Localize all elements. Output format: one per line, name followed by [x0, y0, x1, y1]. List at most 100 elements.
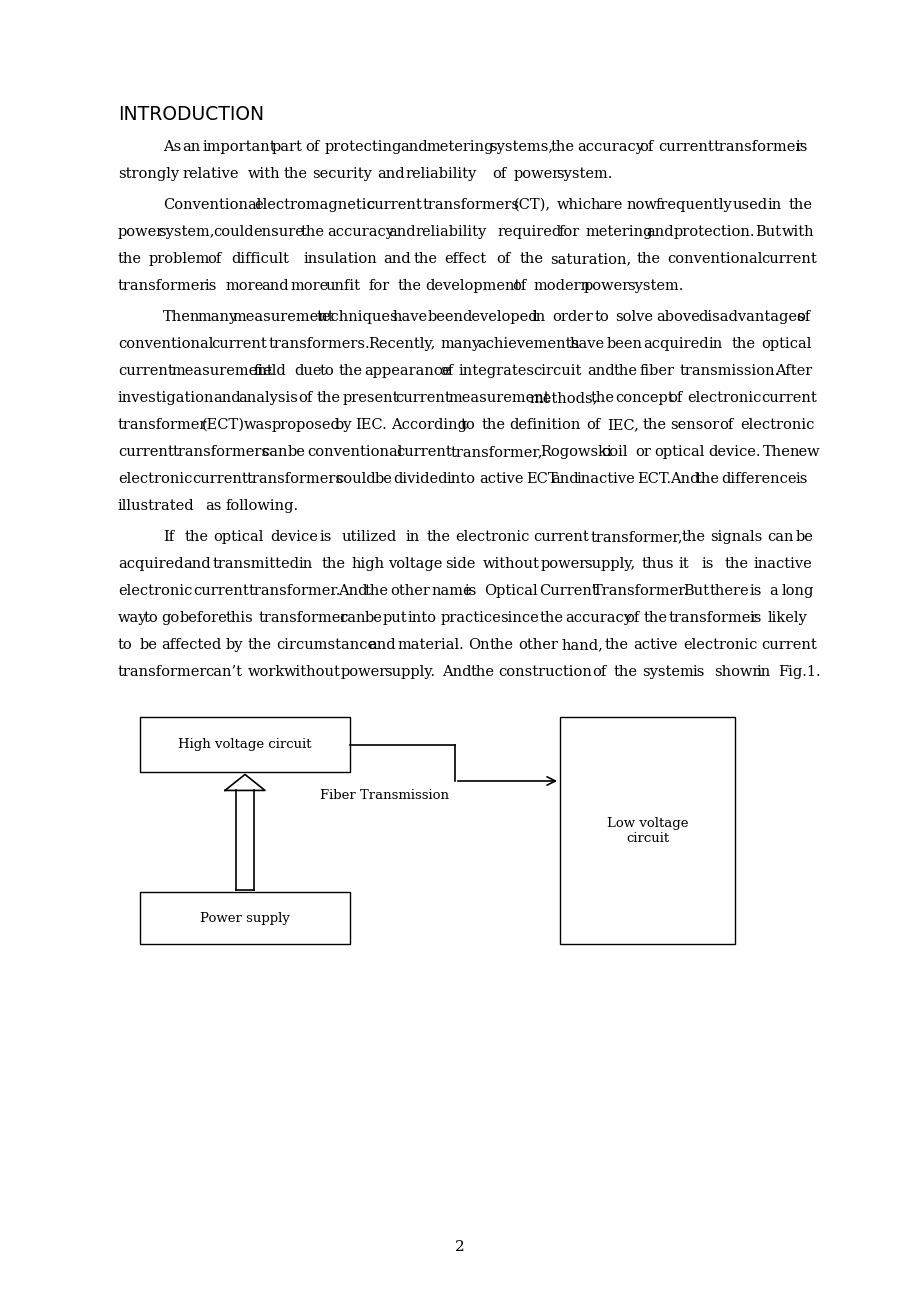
Text: definition: definition — [509, 418, 580, 432]
Text: current: current — [118, 445, 174, 458]
Text: problem: problem — [149, 253, 210, 266]
Text: electronic: electronic — [118, 471, 192, 486]
Text: be: be — [374, 471, 391, 486]
Text: current: current — [658, 141, 713, 154]
Text: and: and — [550, 471, 578, 486]
Text: current: current — [533, 530, 588, 544]
Text: transformer: transformer — [118, 665, 207, 678]
Text: Conventional: Conventional — [163, 198, 261, 212]
Text: electronic: electronic — [118, 583, 192, 598]
Text: current: current — [760, 391, 816, 405]
Text: The: The — [762, 445, 789, 458]
Text: investigation: investigation — [118, 391, 214, 405]
Text: the: the — [539, 611, 563, 625]
Text: in: in — [756, 665, 770, 678]
Text: a: a — [768, 583, 777, 598]
Text: the: the — [695, 471, 719, 486]
Text: into: into — [407, 611, 437, 625]
Text: difficult: difficult — [231, 253, 289, 266]
Text: (CT),: (CT), — [514, 198, 550, 212]
Text: ECT: ECT — [526, 471, 557, 486]
Text: to: to — [118, 638, 132, 652]
Text: other: other — [518, 638, 558, 652]
Text: the: the — [681, 530, 705, 544]
Text: without: without — [283, 665, 340, 678]
Text: acquired: acquired — [643, 337, 709, 352]
Text: current: current — [366, 198, 422, 212]
Text: part: part — [271, 141, 301, 154]
Text: ensure: ensure — [253, 225, 304, 240]
Text: system: system — [641, 665, 693, 678]
Text: is: is — [749, 611, 761, 625]
Text: and: and — [400, 141, 427, 154]
Text: development: development — [425, 279, 520, 293]
Text: reliability: reliability — [405, 167, 476, 181]
Text: (ECT): (ECT) — [201, 418, 244, 432]
Text: active: active — [479, 471, 523, 486]
Text: protection.: protection. — [673, 225, 754, 240]
Text: saturation,: saturation, — [550, 253, 630, 266]
Text: Rogowski: Rogowski — [539, 445, 611, 458]
Text: proposed: proposed — [271, 418, 340, 432]
Text: the: the — [470, 665, 494, 678]
Text: the: the — [642, 611, 666, 625]
Text: above: above — [656, 310, 699, 324]
Text: conventional: conventional — [666, 253, 762, 266]
Text: order: order — [552, 310, 593, 324]
Text: by: by — [225, 638, 243, 652]
Text: IEC,: IEC, — [607, 418, 639, 432]
Text: of: of — [299, 391, 312, 405]
Text: the: the — [247, 638, 271, 652]
Text: And: And — [441, 665, 471, 678]
Text: for: for — [558, 225, 580, 240]
Text: current: current — [210, 337, 267, 352]
Text: optical: optical — [213, 530, 264, 544]
Text: frequently: frequently — [654, 198, 732, 212]
Text: accuracy: accuracy — [327, 225, 393, 240]
Text: been: been — [427, 310, 463, 324]
Text: be: be — [288, 445, 305, 458]
Text: this: this — [226, 611, 254, 625]
Text: the: the — [321, 557, 345, 570]
Text: transformer.: transformer. — [248, 583, 340, 598]
Text: appearance: appearance — [364, 365, 451, 378]
Text: into: into — [446, 471, 475, 486]
Text: IEC.: IEC. — [356, 418, 387, 432]
Text: As: As — [163, 141, 181, 154]
Text: is: is — [700, 557, 713, 570]
Text: utilized: utilized — [341, 530, 396, 544]
Text: before: before — [179, 611, 227, 625]
Text: of: of — [592, 665, 607, 678]
Text: transmitted: transmitted — [212, 557, 300, 570]
Text: of: of — [512, 279, 527, 293]
Text: If: If — [163, 530, 174, 544]
Text: was: was — [244, 418, 272, 432]
Text: to: to — [460, 418, 475, 432]
Text: the: the — [641, 418, 665, 432]
Text: analysis: analysis — [238, 391, 298, 405]
Text: in: in — [708, 337, 721, 352]
Text: name: name — [431, 583, 471, 598]
Text: the: the — [397, 279, 421, 293]
Text: current: current — [396, 445, 452, 458]
Text: device: device — [270, 530, 318, 544]
Text: conventional: conventional — [307, 445, 403, 458]
Text: optical: optical — [653, 445, 704, 458]
Text: high: high — [351, 557, 384, 570]
Text: insulation: insulation — [303, 253, 377, 266]
Text: Low voltage
circuit: Low voltage circuit — [607, 816, 687, 845]
Text: to: to — [143, 611, 158, 625]
Text: can’t: can’t — [205, 665, 242, 678]
Text: relative: relative — [183, 167, 239, 181]
Text: inactive: inactive — [754, 557, 811, 570]
Text: current: current — [395, 391, 450, 405]
Text: optical: optical — [760, 337, 811, 352]
Text: the: the — [636, 253, 660, 266]
Text: it: it — [678, 557, 688, 570]
Text: and: and — [382, 253, 410, 266]
Text: is: is — [464, 583, 477, 598]
Text: material.: material. — [397, 638, 463, 652]
Text: electronic: electronic — [686, 391, 760, 405]
Text: the: the — [589, 391, 613, 405]
Text: reliability: reliability — [414, 225, 486, 240]
